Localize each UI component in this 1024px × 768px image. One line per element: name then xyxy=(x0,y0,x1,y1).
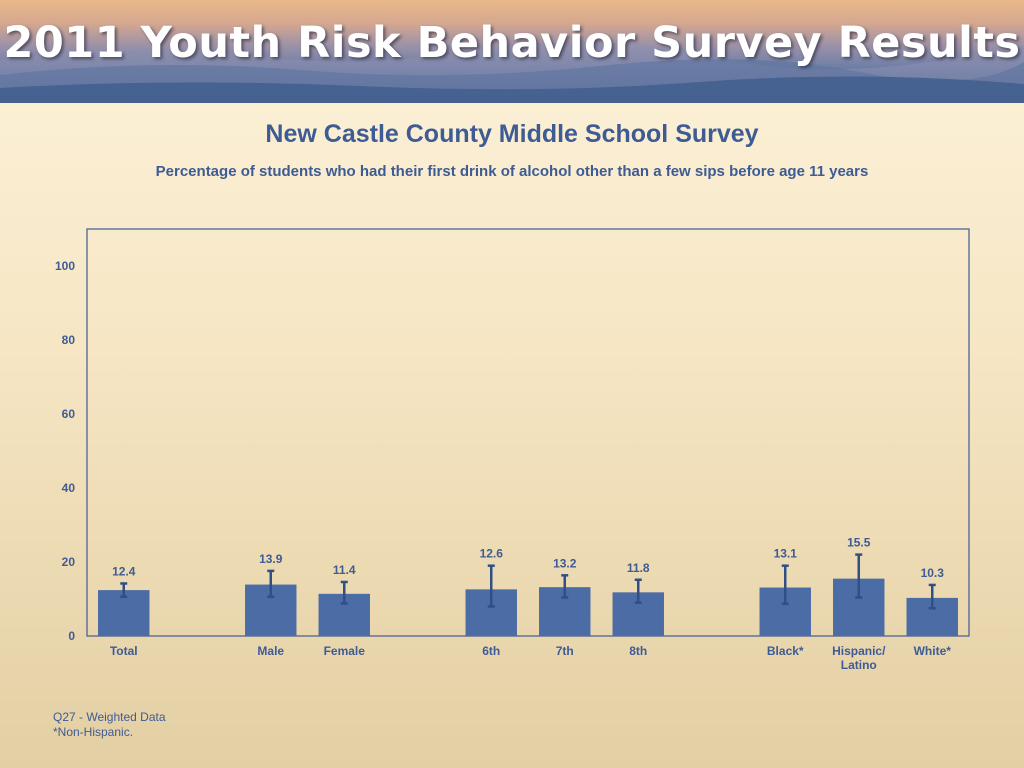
y-tick-label: 60 xyxy=(62,407,76,421)
y-tick-label: 40 xyxy=(62,481,76,495)
value-label: 13.9 xyxy=(259,552,283,566)
plot-frame xyxy=(86,228,970,637)
chart-subtitle: Percentage of students who had their fir… xyxy=(155,163,869,180)
y-tick-label: 0 xyxy=(68,629,75,643)
banner-title: 2011 Youth Risk Behavior Survey Results xyxy=(3,18,1021,68)
value-label: 13.1 xyxy=(774,547,798,561)
footnote-weighted: Q27 - Weighted Data xyxy=(53,710,166,724)
value-label: 11.8 xyxy=(627,561,650,575)
value-label: 12.6 xyxy=(480,547,504,561)
value-label: 11.4 xyxy=(333,563,356,577)
category-label: Total xyxy=(110,644,138,658)
value-label: 12.4 xyxy=(112,564,136,578)
value-label: 13.2 xyxy=(553,556,577,570)
category-label: 6th xyxy=(482,644,500,658)
y-tick-label: 100 xyxy=(55,259,75,273)
category-label: Black* xyxy=(767,644,804,658)
category-label: Hispanic/Latino xyxy=(832,644,886,672)
chart-title: New Castle County Middle School Survey xyxy=(265,120,759,148)
category-label: Male xyxy=(257,644,284,658)
footnote-non-hispanic: *Non-Hispanic. xyxy=(53,725,134,739)
value-label: 10.3 xyxy=(921,566,945,580)
y-tick-label: 80 xyxy=(62,333,76,347)
category-label: 8th xyxy=(629,644,647,658)
category-label: 7th xyxy=(556,644,574,658)
mountain-background-icon xyxy=(0,41,1024,103)
value-label: 15.5 xyxy=(847,536,871,550)
y-tick-label: 20 xyxy=(62,555,76,569)
category-label: White* xyxy=(914,644,952,658)
banner: 2011 Youth Risk Behavior Survey Results xyxy=(0,0,1024,103)
category-label: Female xyxy=(324,644,366,658)
